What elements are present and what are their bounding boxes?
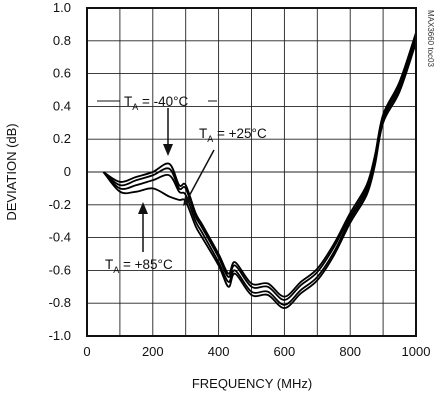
y-tick-label: 0.6 (53, 66, 71, 81)
annotation-rest: = +25°C (213, 126, 267, 141)
annotation-plus25-text: TA = +25°C (199, 126, 267, 144)
y-tick-label: 0.2 (53, 131, 71, 146)
annotation-sub: A (113, 265, 119, 275)
y-tick-label: -0.2 (49, 197, 71, 212)
series-group (102, 32, 417, 310)
annotation-sub: A (132, 102, 138, 112)
annotation-minus40-text: TA = -40°C (124, 94, 189, 112)
annotation-arrow (186, 149, 215, 201)
annotation-sub: A (207, 134, 213, 144)
annotation-plus25: TA = +25°C (183, 126, 267, 206)
y-tick-label: 0 (64, 164, 71, 179)
x-axis-label: FREQUENCY (MHz) (192, 376, 312, 391)
annotation-base: T (105, 257, 113, 272)
y-tick-label: -0.4 (49, 230, 71, 245)
x-tick-label: 1000 (402, 344, 431, 359)
y-tick-label: -1.0 (49, 328, 71, 343)
x-tick-label: 200 (142, 344, 164, 359)
series-line-2 (102, 35, 417, 301)
x-tick-label: 0 (83, 344, 90, 359)
series-line-4 (102, 42, 417, 310)
x-tick-label: 600 (274, 344, 296, 359)
annotation-minus40: TA = -40°C (97, 94, 217, 156)
annotation-base: T (124, 94, 132, 109)
annotation-rest: = -40°C (138, 94, 188, 109)
y-tick-label: 0.8 (53, 33, 71, 48)
series-line-1 (102, 32, 417, 298)
x-tick-label: 400 (208, 344, 230, 359)
annotation-plus85-text: TA = +85°C (105, 257, 173, 275)
x-tick-label: 800 (339, 344, 361, 359)
annotation-base: T (199, 126, 207, 141)
y-tick-label: -0.6 (49, 262, 71, 277)
y-tick-label: -0.8 (49, 295, 71, 310)
series-line-3 (102, 38, 417, 306)
y-tick-label: 1.0 (53, 0, 71, 15)
y-tick-label: 0.4 (53, 98, 71, 113)
y-tick-labels: 1.0 0.8 0.6 0.4 0.2 0 -0.2 -0.4 -0.6 -0.8 -1.0 (49, 0, 71, 343)
annotation-plus85: TA = +85°C (105, 202, 173, 275)
x-tick-labels: 0 200 400 600 800 1000 (83, 344, 430, 359)
annotation-rest: = +85°C (119, 257, 173, 272)
annotation-arrowhead (183, 196, 192, 206)
figure-code: MAX3660 toc03 (426, 10, 435, 67)
annotation-arrowhead (163, 144, 173, 156)
y-axis-label: DEVIATION (dB) (4, 123, 19, 220)
annotation-arrowhead (138, 202, 148, 214)
plot-frame (86, 7, 417, 337)
